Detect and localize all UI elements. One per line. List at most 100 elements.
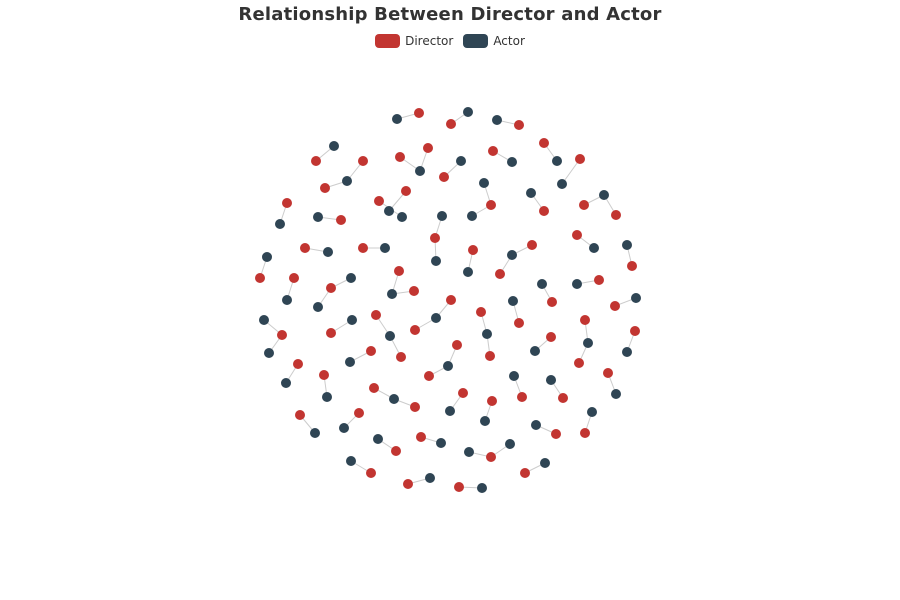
actor-node[interactable] (482, 329, 492, 339)
actor-node[interactable] (445, 406, 455, 416)
director-node[interactable] (514, 318, 524, 328)
actor-node[interactable] (526, 188, 536, 198)
director-node[interactable] (439, 172, 449, 182)
actor-node[interactable] (546, 375, 556, 385)
actor-node[interactable] (425, 473, 435, 483)
actor-node[interactable] (282, 295, 292, 305)
director-node[interactable] (580, 315, 590, 325)
director-node[interactable] (572, 230, 582, 240)
actor-node[interactable] (380, 243, 390, 253)
director-node[interactable] (603, 368, 613, 378)
actor-node[interactable] (456, 156, 466, 166)
actor-node[interactable] (492, 115, 502, 125)
director-node[interactable] (295, 410, 305, 420)
actor-node[interactable] (431, 313, 441, 323)
director-node[interactable] (424, 371, 434, 381)
director-node[interactable] (289, 273, 299, 283)
actor-node[interactable] (507, 157, 517, 167)
director-node[interactable] (546, 332, 556, 342)
actor-node[interactable] (436, 438, 446, 448)
actor-node[interactable] (437, 211, 447, 221)
director-node[interactable] (409, 286, 419, 296)
director-node[interactable] (366, 346, 376, 356)
actor-node[interactable] (505, 439, 515, 449)
director-node[interactable] (320, 183, 330, 193)
director-node[interactable] (401, 186, 411, 196)
director-node[interactable] (446, 295, 456, 305)
actor-node[interactable] (480, 416, 490, 426)
actor-node[interactable] (583, 338, 593, 348)
director-node[interactable] (282, 198, 292, 208)
actor-node[interactable] (339, 423, 349, 433)
actor-node[interactable] (508, 296, 518, 306)
director-node[interactable] (366, 468, 376, 478)
actor-node[interactable] (463, 107, 473, 117)
actor-node[interactable] (313, 212, 323, 222)
director-node[interactable] (423, 143, 433, 153)
actor-node[interactable] (479, 178, 489, 188)
director-node[interactable] (487, 396, 497, 406)
director-node[interactable] (446, 119, 456, 129)
actor-node[interactable] (392, 114, 402, 124)
actor-node[interactable] (281, 378, 291, 388)
director-node[interactable] (520, 468, 530, 478)
actor-node[interactable] (557, 179, 567, 189)
actor-node[interactable] (537, 279, 547, 289)
actor-node[interactable] (589, 243, 599, 253)
director-node[interactable] (575, 154, 585, 164)
actor-node[interactable] (387, 289, 397, 299)
director-node[interactable] (374, 196, 384, 206)
actor-node[interactable] (397, 212, 407, 222)
director-node[interactable] (336, 215, 346, 225)
director-node[interactable] (452, 340, 462, 350)
legend-item-director[interactable]: Director (375, 34, 453, 48)
director-node[interactable] (458, 388, 468, 398)
director-node[interactable] (326, 328, 336, 338)
actor-node[interactable] (443, 361, 453, 371)
actor-node[interactable] (259, 315, 269, 325)
director-node[interactable] (319, 370, 329, 380)
actor-node[interactable] (622, 347, 632, 357)
director-node[interactable] (580, 428, 590, 438)
actor-node[interactable] (346, 273, 356, 283)
actor-node[interactable] (323, 247, 333, 257)
actor-node[interactable] (262, 252, 272, 262)
actor-node[interactable] (384, 206, 394, 216)
actor-node[interactable] (572, 279, 582, 289)
director-node[interactable] (311, 156, 321, 166)
director-node[interactable] (394, 266, 404, 276)
director-node[interactable] (630, 326, 640, 336)
director-node[interactable] (527, 240, 537, 250)
actor-node[interactable] (310, 428, 320, 438)
actor-node[interactable] (329, 141, 339, 151)
actor-node[interactable] (385, 331, 395, 341)
director-node[interactable] (414, 108, 424, 118)
director-node[interactable] (611, 210, 621, 220)
actor-node[interactable] (431, 256, 441, 266)
actor-node[interactable] (599, 190, 609, 200)
director-node[interactable] (547, 297, 557, 307)
director-node[interactable] (517, 392, 527, 402)
director-node[interactable] (396, 352, 406, 362)
director-node[interactable] (395, 152, 405, 162)
director-node[interactable] (539, 206, 549, 216)
actor-node[interactable] (467, 211, 477, 221)
actor-node[interactable] (264, 348, 274, 358)
actor-node[interactable] (509, 371, 519, 381)
director-node[interactable] (551, 429, 561, 439)
actor-node[interactable] (415, 166, 425, 176)
legend-item-actor[interactable]: Actor (463, 34, 525, 48)
director-node[interactable] (454, 482, 464, 492)
actor-node[interactable] (507, 250, 517, 260)
actor-node[interactable] (464, 447, 474, 457)
actor-node[interactable] (313, 302, 323, 312)
actor-node[interactable] (552, 156, 562, 166)
director-node[interactable] (326, 283, 336, 293)
actor-node[interactable] (611, 389, 621, 399)
director-node[interactable] (358, 156, 368, 166)
director-node[interactable] (354, 408, 364, 418)
director-node[interactable] (486, 452, 496, 462)
director-node[interactable] (410, 402, 420, 412)
actor-node[interactable] (342, 176, 352, 186)
actor-node[interactable] (275, 219, 285, 229)
